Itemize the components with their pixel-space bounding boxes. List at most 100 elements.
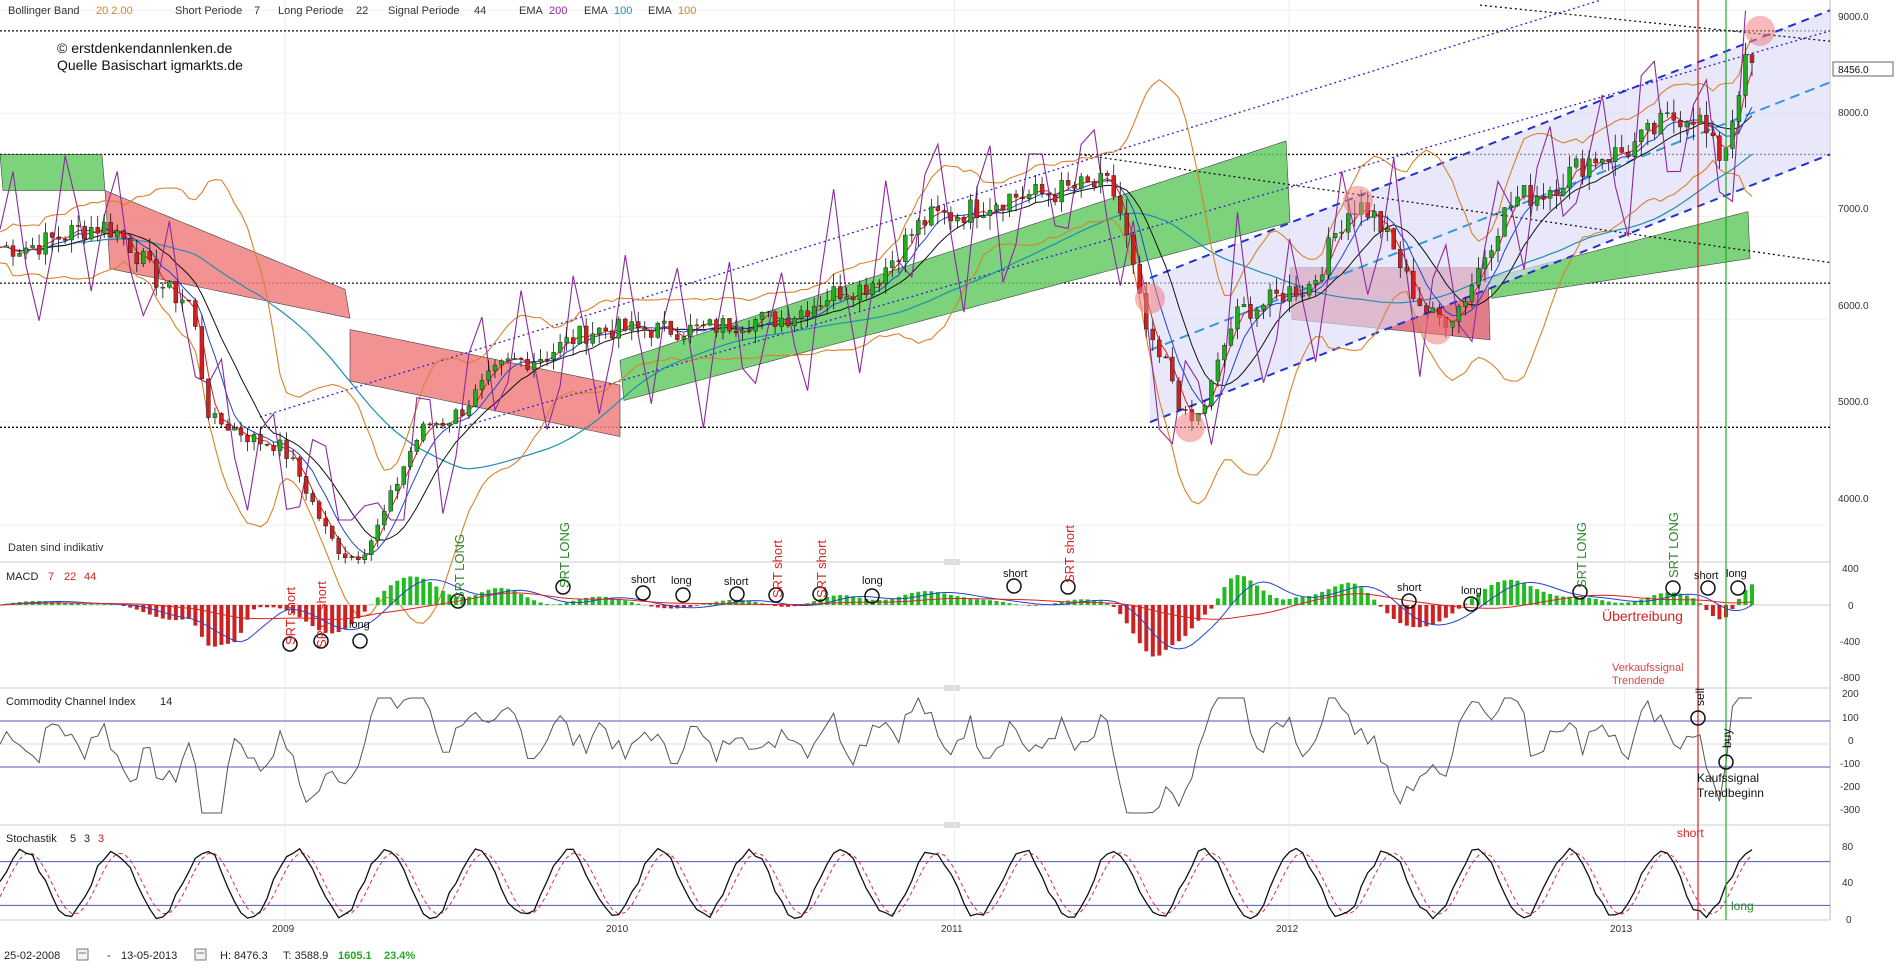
macd-bar [128, 605, 133, 608]
calendar-icon[interactable] [194, 948, 207, 961]
trendline-resistance [1079, 153, 1831, 264]
candle-body [851, 296, 856, 300]
candle-body [453, 409, 459, 424]
candle-body [447, 423, 452, 426]
candle-body [1287, 286, 1292, 302]
verkaufssignal-label: Verkaufssignal [1612, 662, 1684, 674]
svg-text:14: 14 [160, 696, 172, 708]
buy-signal-circle [1718, 754, 1734, 770]
macd-bar [1202, 605, 1207, 615]
macd-bar [1281, 599, 1286, 605]
macd-bar [1222, 587, 1227, 605]
macd-bar [245, 605, 250, 620]
change-percent: 23.4% [384, 950, 415, 962]
macd-bar [1561, 596, 1566, 605]
candle-body [1091, 181, 1097, 188]
candle-body [1235, 306, 1240, 330]
macd-bar [1111, 605, 1116, 607]
candle-body [128, 238, 133, 254]
macd-bar [903, 594, 908, 605]
macd-bar [89, 604, 94, 605]
long-label: long [862, 575, 883, 587]
candle-body [1326, 237, 1331, 276]
candle-body [1183, 409, 1188, 411]
svg-text:7: 7 [48, 571, 54, 583]
candle-body [583, 325, 589, 344]
macd-bar [1580, 596, 1585, 605]
bollinger-lower-line [0, 159, 1753, 624]
signal-circle [1665, 580, 1681, 596]
candle-body [1280, 293, 1286, 302]
candle-body [785, 317, 791, 327]
candle-body [1606, 159, 1611, 162]
macd-bar [1450, 605, 1455, 614]
candle-body [610, 330, 615, 339]
candle-body [1013, 193, 1019, 198]
macd-bar [974, 599, 979, 605]
macd-bar [1372, 599, 1377, 605]
legend: Bollinger Band 20 2.00 Short Periode 7 L… [8, 5, 696, 17]
macd-bar [1404, 605, 1409, 626]
candle-body [623, 318, 628, 331]
macd-bar [838, 595, 843, 605]
candle-body [290, 457, 296, 459]
candle-body [316, 501, 322, 519]
price-annotations [1135, 15, 1775, 443]
macd-bar [551, 604, 556, 605]
candle-body [251, 434, 257, 443]
candle-body [1586, 158, 1592, 177]
macd-bar [121, 605, 126, 607]
svg-text:22: 22 [64, 571, 76, 583]
macd-bar [232, 605, 237, 643]
candle-body [935, 206, 941, 211]
highlight-circle [1175, 412, 1205, 443]
candle-body [1170, 356, 1175, 382]
panel-resize-handle[interactable] [944, 685, 960, 691]
candle-body [329, 525, 335, 539]
candle-body [1730, 121, 1735, 149]
macd-bar [1710, 605, 1715, 617]
panel-resize-handle[interactable] [944, 559, 960, 565]
candle-body [655, 323, 661, 338]
macd-bar [1522, 582, 1527, 605]
candle-body [1495, 236, 1501, 251]
candle-body [864, 284, 869, 295]
candle-body [1560, 187, 1566, 196]
candle-body [603, 327, 608, 331]
end-date[interactable]: 13-05-2013 [121, 950, 177, 962]
candle-body [974, 199, 980, 218]
current-price-label: 8456.0 [1838, 65, 1869, 76]
stoch-k-line [0, 847, 1753, 920]
macd-bar [525, 597, 530, 605]
calendar-icon[interactable] [76, 948, 89, 961]
price-tick: 4000.0 [1838, 494, 1869, 505]
candle-body [1313, 280, 1318, 285]
start-date[interactable]: 25-02-2008 [4, 950, 60, 962]
candle-body [1026, 194, 1032, 200]
candle-body [740, 330, 745, 334]
candle-body [857, 284, 862, 300]
uebertreibung-label: Übertreibung [1602, 607, 1683, 624]
macd-bar [1053, 603, 1058, 605]
candle-body [1085, 176, 1090, 182]
panel-resize-handle[interactable] [944, 822, 960, 828]
macd-bar [284, 605, 289, 611]
macd-bar [63, 602, 68, 605]
macd-bar [1567, 596, 1572, 605]
candle-body [369, 540, 374, 556]
macd-bar [629, 602, 634, 605]
candle-body [121, 230, 126, 239]
signal-circle [675, 587, 691, 603]
macd-bar [662, 605, 667, 609]
macd-bar [1736, 598, 1741, 605]
candle-body [1105, 172, 1110, 176]
legend-label: EMA [648, 5, 673, 17]
candle-body [1528, 185, 1533, 206]
legend-params: 100 [678, 5, 696, 17]
candle-body [1254, 309, 1260, 319]
signal-circle [1006, 578, 1022, 594]
candle-body [30, 245, 35, 249]
candle-body [1300, 294, 1305, 297]
candle-body [531, 361, 537, 370]
macd-bar [1750, 584, 1754, 605]
